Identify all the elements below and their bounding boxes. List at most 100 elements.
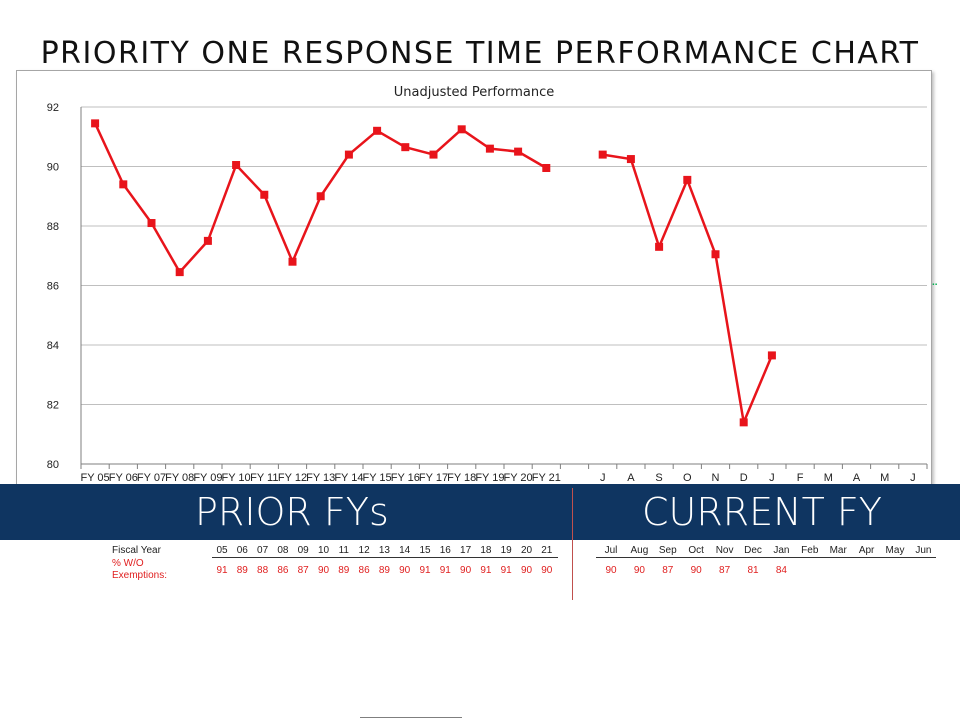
x-tick-label: A <box>853 472 861 484</box>
x-tick-label: FY 16 <box>391 472 420 484</box>
fiscal-year-cell: 07 <box>257 545 269 556</box>
prior-value-cell: 86 <box>277 565 289 576</box>
wo-exemptions-label: % W/O <box>112 558 144 569</box>
prior-value-cell: 90 <box>541 565 553 576</box>
prior-value-cell: 88 <box>257 565 269 576</box>
current-value-cell: 84 <box>775 565 787 576</box>
prior-value-cell: 91 <box>216 565 228 576</box>
prior-fys-label: PRIOR FYs <box>195 490 389 534</box>
chart-title: Unadjusted Performance <box>394 85 554 100</box>
prior-value-cell: 89 <box>378 565 390 576</box>
y-tick-label: 88 <box>47 221 59 233</box>
prior-value-cell: 90 <box>317 565 330 576</box>
x-tick-label: N <box>712 472 720 484</box>
data-point <box>91 119 100 128</box>
x-tick-label: FY 09 <box>193 472 222 484</box>
x-tick-label: F <box>797 472 804 484</box>
current-header-underline <box>596 557 936 558</box>
x-tick-label: FY 06 <box>109 472 138 484</box>
x-tick-label: FY 18 <box>447 472 476 484</box>
data-point <box>457 125 466 134</box>
x-tick-label: FY 15 <box>363 472 392 484</box>
data-point <box>739 418 748 427</box>
x-tick-label: J <box>769 472 775 484</box>
data-point <box>119 180 128 189</box>
section-divider <box>572 488 573 600</box>
fiscal-year-cell: 18 <box>480 545 492 556</box>
fiscal-year-cell: 20 <box>520 545 533 556</box>
y-tick-label: 84 <box>47 340 59 352</box>
x-tick-label: FY 10 <box>222 472 251 484</box>
data-point <box>260 190 269 199</box>
fiscal-year-cell: 10 <box>317 545 330 556</box>
month-cell: Jun <box>915 545 932 556</box>
data-point <box>485 144 494 153</box>
current-value-cell: 81 <box>747 565 759 576</box>
x-tick-label: FY 11 <box>250 472 278 484</box>
fiscal-year-cell: 14 <box>399 545 411 556</box>
wo-exemptions-label-2: Exemptions: <box>112 570 168 581</box>
green-mark: .. <box>932 277 938 288</box>
x-tick-label: FY 13 <box>306 472 335 484</box>
fiscal-year-cell: 19 <box>500 545 512 556</box>
data-point <box>683 175 692 184</box>
fiscal-year-cell: 06 <box>236 545 248 556</box>
data-point <box>429 150 438 159</box>
x-tick-label: D <box>740 472 748 484</box>
x-tick-label: M <box>824 472 833 484</box>
x-tick-label: S <box>655 472 662 484</box>
x-tick-label: J <box>600 472 606 484</box>
fiscal-year-cell: 17 <box>460 545 472 556</box>
x-tick-label: FY 21 <box>532 472 561 484</box>
section-banner <box>0 484 960 540</box>
prior-value-cell: 90 <box>460 565 472 576</box>
x-tick-label: O <box>683 472 692 484</box>
fiscal-year-label: Fiscal Year <box>112 545 161 556</box>
data-point <box>655 242 664 251</box>
series-line <box>602 153 774 424</box>
fiscal-year-cell: 12 <box>358 545 370 556</box>
month-cell: Apr <box>858 545 875 556</box>
fiscal-year-cell: 11 <box>338 545 349 556</box>
current-value-cell: 87 <box>719 565 731 576</box>
page-title: PRIORITY ONE RESPONSE TIME PERFORMANCE C… <box>40 36 920 71</box>
month-cell: Aug <box>630 545 649 556</box>
prior-value-cell: 86 <box>358 565 370 576</box>
y-tick-label: 82 <box>47 400 59 412</box>
y-tick-label: 86 <box>47 281 59 293</box>
x-tick-label: FY 19 <box>475 472 504 484</box>
current-value-cell: 90 <box>690 565 702 576</box>
month-cell: Sep <box>658 545 677 556</box>
data-point <box>373 126 382 135</box>
month-cell: Oct <box>688 545 704 556</box>
fiscal-year-cell: 08 <box>277 545 289 556</box>
prior-value-cell: 91 <box>439 565 451 576</box>
fiscal-year-cell: 13 <box>378 545 390 556</box>
footer-line <box>360 717 462 718</box>
month-cell: Mar <box>829 545 847 556</box>
x-tick-label: FY 07 <box>137 472 166 484</box>
month-cell: Nov <box>715 545 734 556</box>
prior-value-cell: 90 <box>399 565 411 576</box>
current-fy-label: CURRENT FY <box>642 490 882 534</box>
fiscal-year-cell: 21 <box>541 545 553 556</box>
current-value-cell: 90 <box>605 565 617 576</box>
data-point <box>626 155 635 164</box>
x-tick-label: FY 14 <box>334 472 363 484</box>
data-point <box>711 250 720 259</box>
month-cell: Jul <box>604 545 618 556</box>
line-chart: Unadjusted Performance 80 82 84 86 88 90 92 FY … <box>47 85 928 484</box>
month-cell: Feb <box>801 545 819 556</box>
prior-value-cell: 91 <box>480 565 492 576</box>
current-value-cell: 87 <box>662 565 674 576</box>
fiscal-year-cell: 05 <box>216 545 228 556</box>
x-tick-label: FY 05 <box>81 472 110 484</box>
data-point <box>401 143 410 152</box>
data-point <box>542 163 551 172</box>
month-cell: Jan <box>773 545 790 556</box>
data-point <box>316 192 325 201</box>
fiscal-year-cell: 15 <box>419 545 431 556</box>
prior-value-cell: 91 <box>419 565 431 576</box>
prior-value-cell: 89 <box>338 565 350 576</box>
data-point <box>203 236 212 245</box>
